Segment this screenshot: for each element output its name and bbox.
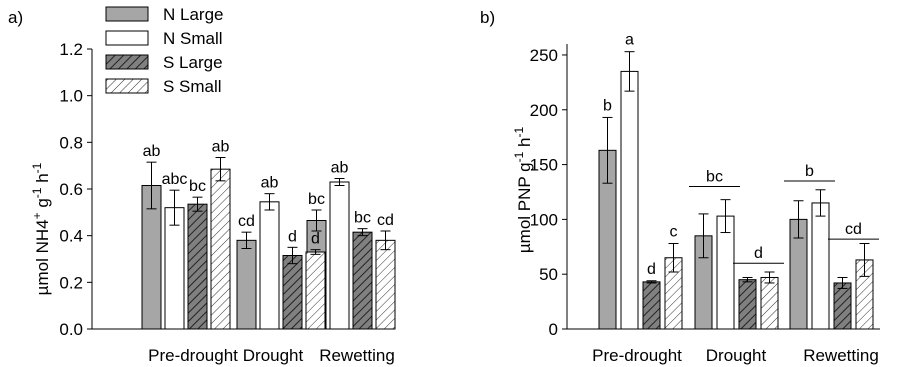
- significance-letter: bc: [354, 210, 371, 227]
- legend-swatch: [105, 54, 149, 70]
- panel-b-chart: b) µmol PNP g-1 h-1 0 50 100 150 200 250 b a d c…: [480, 8, 880, 365]
- bar: [236, 239, 257, 330]
- x-tick-label: Drought: [706, 346, 767, 365]
- y-tick-label: 150: [530, 156, 558, 175]
- bar: [352, 231, 373, 330]
- bar: [282, 255, 303, 330]
- bar: [187, 203, 208, 330]
- bar: [811, 202, 830, 330]
- y-tick-label: 0.4: [59, 227, 83, 246]
- significance-letter: d: [754, 245, 763, 262]
- y-tick-label: 200: [530, 101, 558, 120]
- bar: [329, 181, 350, 330]
- x-tick-label: Drought: [243, 346, 304, 365]
- legend-label: S Large: [163, 53, 223, 72]
- legend-label: S Small: [163, 77, 222, 96]
- panel-b-x-labels: Pre-drought Drought Rewetting: [592, 346, 879, 365]
- significance-letter: b: [805, 163, 814, 180]
- x-tick-label: Rewetting: [319, 346, 395, 365]
- bar: [305, 251, 326, 330]
- legend-swatch: [105, 30, 149, 46]
- bar: [760, 276, 779, 330]
- y-tick-label: 0.0: [59, 320, 83, 339]
- significance-letter: bc: [189, 178, 206, 195]
- bar: [210, 168, 231, 330]
- panel-a-chart: a) µmol NH4+ g-1 h-1 0.0 0.2 0.4 0.6 0.8 1.0 1…: [8, 5, 396, 365]
- significance-letter: c: [670, 224, 678, 241]
- legend-label: N Large: [163, 5, 223, 24]
- bar: [738, 279, 757, 330]
- significance-letter: b: [603, 97, 612, 114]
- panel-b-label: b): [480, 8, 495, 27]
- significance-letter: d: [288, 228, 297, 245]
- x-tick-label: Pre-drought: [148, 346, 238, 365]
- panel-a-x-labels: Pre-drought Drought Rewetting: [148, 346, 395, 365]
- panel-b-y-axis-title: µmol PNP g-1 h-1: [512, 127, 534, 254]
- y-tick-label: 0.2: [59, 273, 83, 292]
- y-tick-label: 1.0: [59, 87, 83, 106]
- significance-letter: abc: [162, 171, 188, 188]
- significance-letter: bc: [706, 169, 723, 186]
- y-tick-label: 0.8: [59, 133, 83, 152]
- y-tick-label: 1.2: [59, 40, 83, 59]
- significance-letter: d: [311, 231, 320, 248]
- bar: [164, 207, 185, 330]
- significance-letter: ab: [143, 143, 161, 160]
- x-tick-label: Pre-drought: [592, 346, 682, 365]
- legend: N Large N Small S Large S Small: [105, 5, 223, 96]
- panel-a-label: a): [8, 8, 23, 27]
- y-tick-label: 50: [539, 265, 558, 284]
- significance-letter: d: [647, 261, 656, 278]
- legend-swatch: [105, 78, 149, 94]
- y-tick-label: 250: [530, 46, 558, 65]
- bar: [642, 281, 661, 330]
- significance-letter: ab: [261, 175, 279, 192]
- x-tick-label: Rewetting: [803, 346, 879, 365]
- legend-label: N Small: [163, 29, 223, 48]
- significance-letter: ab: [331, 160, 349, 177]
- significance-letter: cd: [377, 212, 394, 229]
- y-tick-label: 0: [549, 320, 558, 339]
- legend-swatch: [105, 6, 149, 22]
- significance-letter: cd: [845, 221, 862, 238]
- bar: [833, 282, 852, 330]
- significance-letter: ab: [212, 139, 230, 156]
- bar: [259, 201, 280, 330]
- bar: [620, 70, 639, 330]
- y-tick-label: 100: [530, 210, 558, 229]
- panel-a-y-axis-title: µmol NH4+ g-1 h-1: [30, 162, 52, 295]
- significance-letter: bc: [308, 191, 325, 208]
- significance-letter: cd: [238, 213, 255, 230]
- bar: [375, 239, 396, 330]
- y-tick-label: 0.6: [59, 180, 83, 199]
- significance-letter: a: [625, 32, 634, 49]
